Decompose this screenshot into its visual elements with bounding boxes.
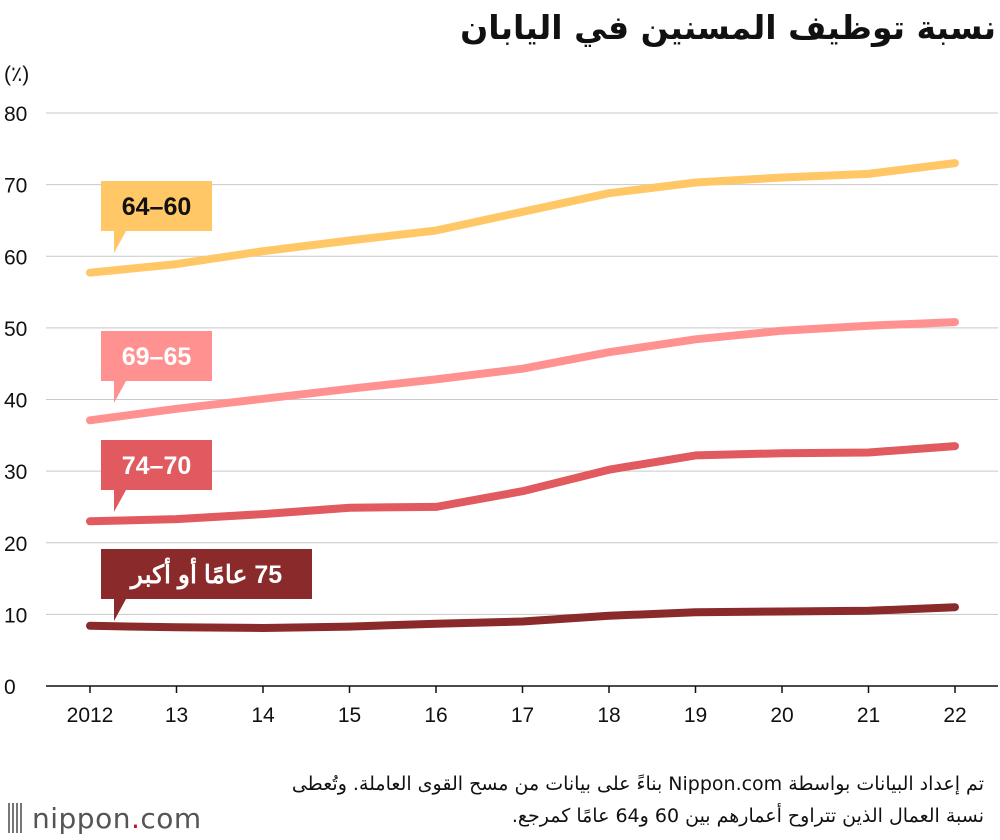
logo-dot: . (130, 801, 141, 835)
x-tick-label: 13 (165, 704, 188, 727)
x-tick-label: 21 (857, 704, 880, 727)
series-label-4: 75 عامًا أو أكبر (101, 549, 312, 621)
series-label-1: 60–64 (101, 181, 212, 253)
series-label-text: 75 عامًا أو أكبر (129, 556, 282, 590)
x-tick-label: 18 (597, 704, 620, 727)
series-label-box (101, 440, 212, 512)
series-label-box (101, 181, 212, 253)
series-line-1 (86, 159, 959, 277)
nippon-logo-icon (8, 803, 24, 833)
x-tick-label: 22 (943, 704, 966, 727)
x-tick-label: 2012 (67, 704, 114, 727)
series-label-text: 70–74 (122, 452, 192, 480)
series-label-2: 65–69 (101, 331, 212, 403)
x-tick-label: 20 (770, 704, 793, 727)
chart-title: نسبة توظيف المسنين في اليابان (460, 8, 996, 47)
y-tick-label: 0 (4, 676, 16, 699)
y-tick-label: 50 (4, 318, 27, 341)
series-line-4 (86, 603, 959, 632)
series-label-box (101, 331, 212, 403)
source-note: تم إعداد البيانات بواسطة Nippon.com بناء… (291, 773, 984, 827)
y-tick-label: 30 (4, 461, 27, 484)
series-label-text: 65–69 (122, 343, 192, 371)
y-tick-label: 10 (4, 604, 27, 627)
x-tick-label: 17 (511, 704, 534, 727)
y-tick-label: 70 (4, 175, 27, 198)
logo-name: nippon (32, 801, 131, 835)
series-labels: 60–64 65–69 70–74 75 عامًا أو أكبر (101, 181, 312, 621)
y-tick-label: 40 (4, 390, 27, 413)
x-tick-label: 19 (684, 704, 707, 727)
series-label-box (101, 549, 312, 621)
series-label-3: 70–74 (101, 440, 212, 512)
axes: (٪) 0 10 20 30 40 50 60 70 80 2012 13 14 15 16 17 18 19 20… (4, 63, 998, 727)
series-line-2 (86, 318, 959, 425)
y-tick-label: 60 (4, 246, 27, 269)
x-tick-label: 14 (251, 704, 275, 727)
series-lines (86, 159, 959, 632)
x-tick-label: 16 (424, 704, 447, 727)
y-axis-unit-label: (٪) (4, 63, 29, 86)
series-label-text: 60–64 (122, 193, 192, 221)
x-tick-label: 15 (338, 704, 361, 727)
y-tick-label: 20 (4, 533, 27, 556)
nippon-logo[interactable]: nippon. com (8, 798, 202, 838)
series-line-3 (86, 442, 959, 526)
logo-suffix: com (140, 801, 202, 835)
y-tick-label: 80 (4, 103, 27, 126)
